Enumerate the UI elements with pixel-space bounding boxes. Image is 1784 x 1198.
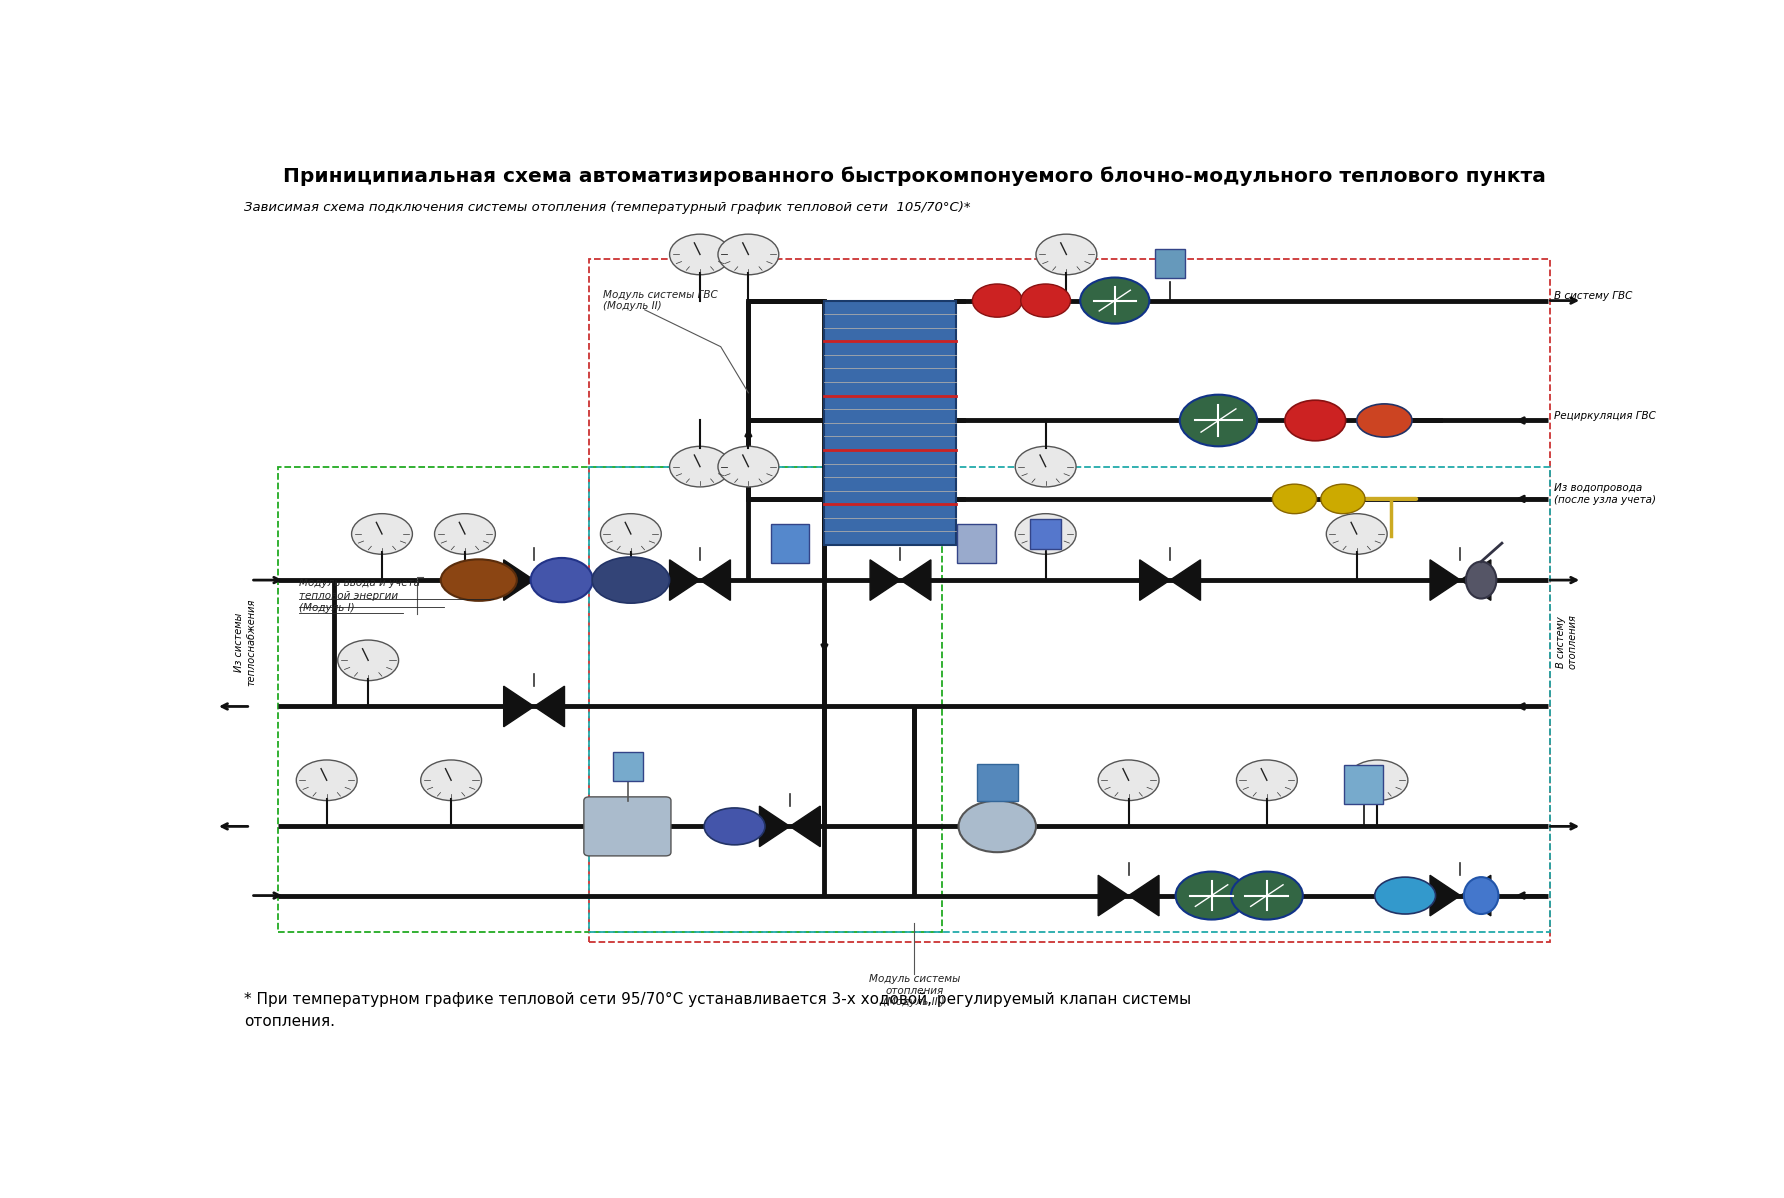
Ellipse shape (705, 807, 765, 845)
Circle shape (669, 234, 730, 274)
Bar (589, 466, 1550, 932)
Circle shape (1179, 394, 1258, 447)
Text: Рециркуляция ГВС: Рециркуляция ГВС (1554, 411, 1656, 420)
Circle shape (717, 234, 780, 274)
Polygon shape (760, 806, 790, 847)
Bar (589, 259, 1550, 942)
Text: Из системы
теплоснабжения: Из системы теплоснабжения (234, 598, 255, 685)
Bar (824, 301, 956, 545)
Polygon shape (1461, 876, 1491, 915)
Circle shape (601, 514, 662, 555)
Bar (1031, 519, 1061, 549)
Polygon shape (699, 559, 730, 600)
Ellipse shape (441, 559, 517, 601)
Circle shape (669, 447, 730, 486)
Polygon shape (1431, 876, 1461, 915)
Circle shape (1015, 514, 1076, 555)
Polygon shape (1461, 559, 1491, 600)
Polygon shape (1170, 559, 1201, 600)
Text: Из водопровода
(после узла учета): Из водопровода (после узла учета) (1554, 484, 1656, 506)
Circle shape (1272, 484, 1317, 514)
Text: Модуль системы ГВС
(Модуль II): Модуль системы ГВС (Модуль II) (603, 290, 717, 311)
Polygon shape (1099, 876, 1129, 915)
Polygon shape (790, 806, 821, 847)
Circle shape (958, 800, 1037, 852)
Bar (614, 751, 644, 781)
Circle shape (337, 640, 398, 680)
Circle shape (1231, 872, 1302, 920)
Bar (976, 763, 1019, 800)
Circle shape (435, 514, 496, 555)
Polygon shape (533, 559, 564, 600)
Text: Модуль ввода и учета
тепловой энергии
(Модуль I): Модуль ввода и учета тепловой энергии (М… (300, 579, 419, 613)
Circle shape (1099, 760, 1160, 800)
Ellipse shape (592, 557, 669, 603)
Circle shape (1320, 484, 1365, 514)
Ellipse shape (530, 558, 592, 603)
Circle shape (1020, 284, 1070, 317)
Text: В систему
отопления: В систему отопления (1556, 615, 1577, 670)
Polygon shape (871, 559, 901, 600)
Bar (958, 524, 995, 563)
Polygon shape (901, 559, 931, 600)
Circle shape (421, 760, 482, 800)
Polygon shape (533, 686, 564, 727)
Circle shape (296, 760, 357, 800)
Polygon shape (503, 686, 533, 727)
Bar (278, 466, 942, 932)
Circle shape (972, 284, 1022, 317)
Circle shape (1015, 447, 1076, 486)
Polygon shape (669, 559, 699, 600)
Text: Зависимая схема подключения системы отопления (температурный график тепловой сет: Зависимая схема подключения системы отоп… (244, 201, 970, 214)
Ellipse shape (1465, 877, 1499, 914)
Text: отопления.: отопления. (244, 1015, 335, 1029)
Circle shape (1176, 872, 1247, 920)
Bar (1154, 249, 1185, 278)
Circle shape (1284, 400, 1345, 441)
Polygon shape (1431, 559, 1461, 600)
Circle shape (1347, 760, 1408, 800)
Polygon shape (1140, 559, 1170, 600)
Polygon shape (1129, 876, 1160, 915)
Ellipse shape (1375, 877, 1436, 914)
Circle shape (1081, 278, 1149, 323)
Text: Модуль системы
отопления
(Модуль III): Модуль системы отопления (Модуль III) (869, 974, 960, 1008)
Circle shape (1037, 234, 1097, 274)
Circle shape (1326, 514, 1388, 555)
Bar (771, 524, 810, 563)
Circle shape (1236, 760, 1297, 800)
Text: Приниципиальная схема автоматизированного быстрокомпонуемого блочно-модульного т: Приниципиальная схема автоматизированног… (284, 167, 1545, 187)
Text: В систему ГВС: В систему ГВС (1554, 291, 1632, 301)
Text: * При температурном графике тепловой сети 95/70°С устанавливается 3-х ходовой, р: * При температурном графике тепловой сет… (244, 992, 1192, 1008)
Polygon shape (503, 559, 533, 600)
Circle shape (351, 514, 412, 555)
FancyBboxPatch shape (583, 797, 671, 855)
Ellipse shape (1356, 404, 1413, 437)
Circle shape (717, 447, 780, 486)
Bar (1345, 766, 1383, 804)
Ellipse shape (1466, 562, 1497, 599)
